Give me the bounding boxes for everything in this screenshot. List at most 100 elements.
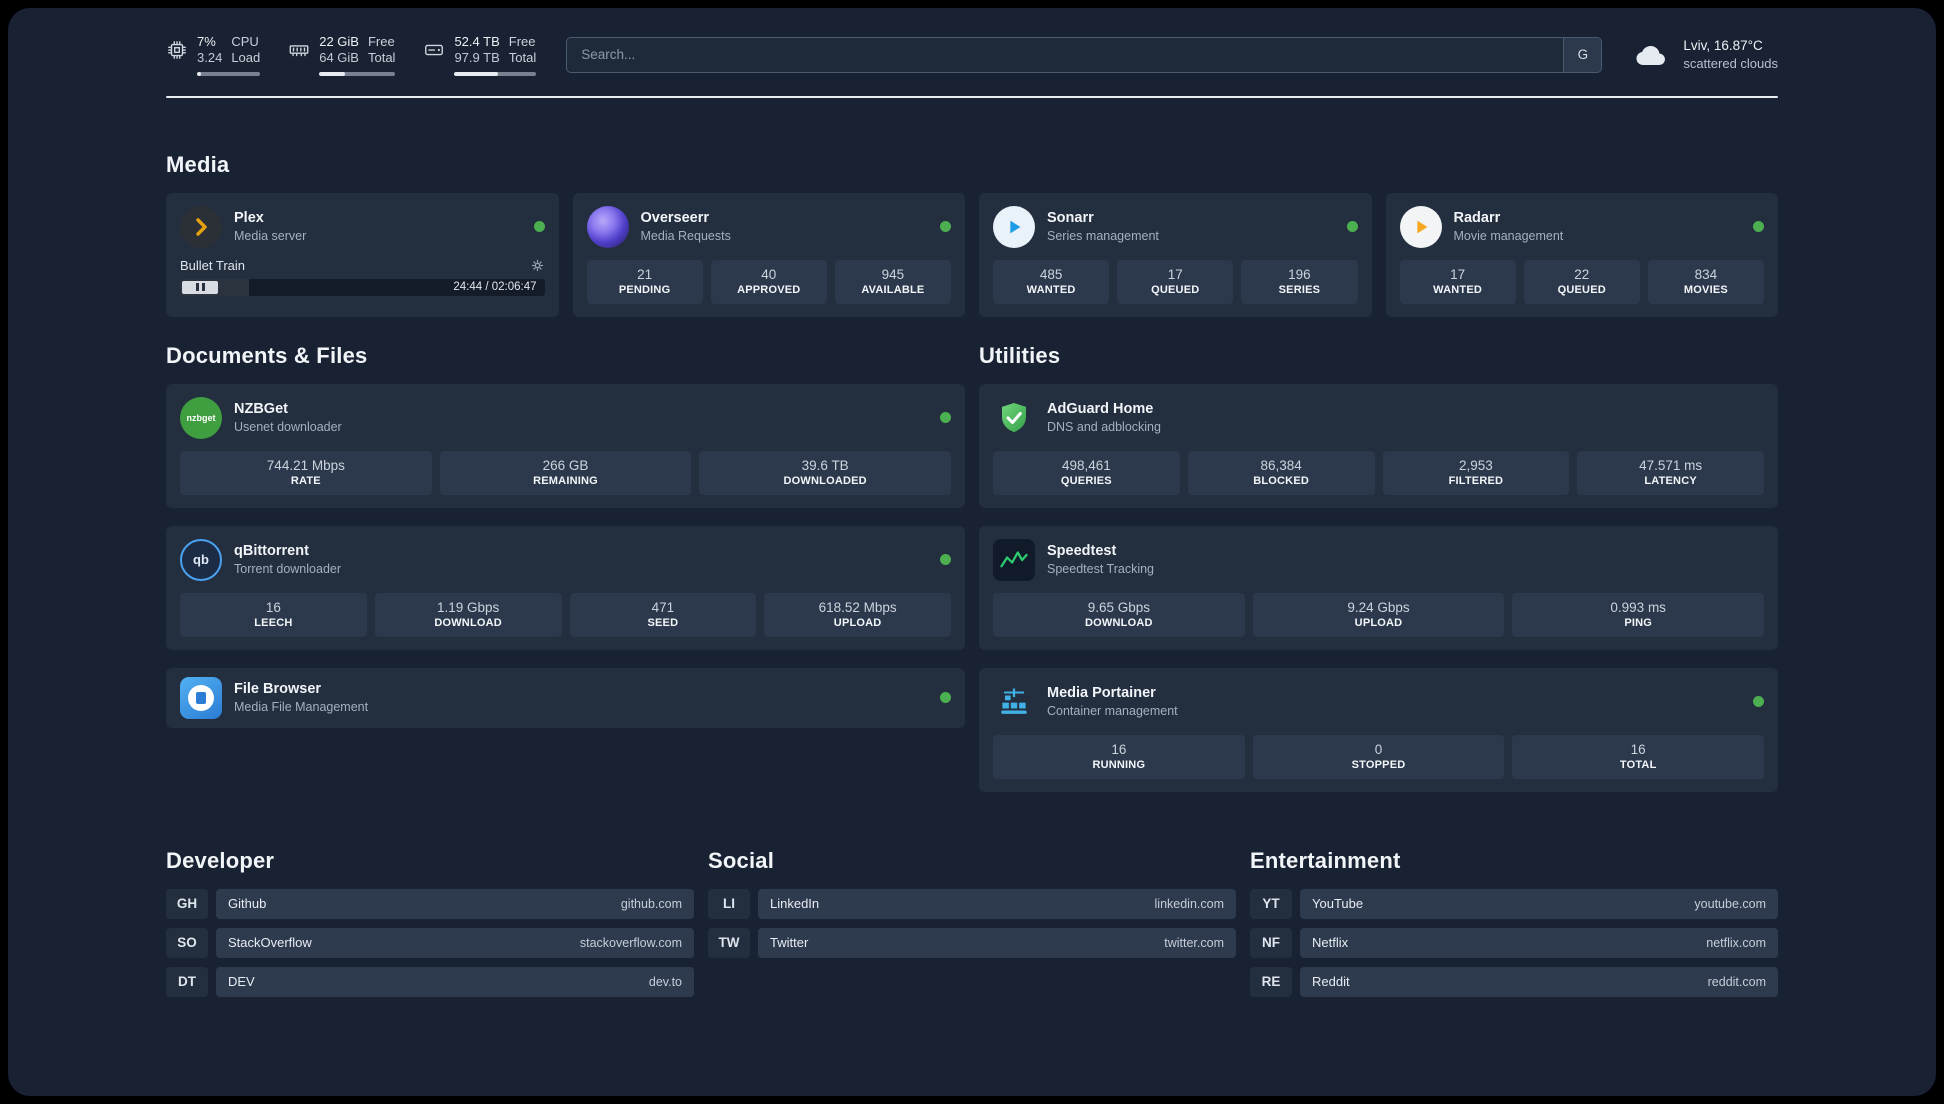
cpu-widget: 7% 3.24 CPU Load [166, 34, 261, 76]
playback-progress-bar[interactable]: 24:44 / 02:06:47 [180, 278, 545, 296]
filebrowser-subtitle: Media File Management [234, 699, 369, 714]
speedtest-card[interactable]: Speedtest Speedtest Tracking 9.65 Gbps D… [979, 525, 1778, 650]
filebrowser-card[interactable]: File Browser Media File Management [166, 667, 965, 728]
overseerr-status-dot [940, 221, 951, 232]
stat-pending: 21 PENDING [586, 259, 703, 304]
disk-widget: 52.4 TB 97.9 TB Free Total [423, 34, 537, 76]
dashboard-panel: 7% 3.24 CPU Load [8, 8, 1936, 1096]
link-twitter[interactable]: TW Twitter twitter.com [708, 927, 1236, 958]
two-column-area: Documents & Files nzbget NZBGet Usenet d… [166, 343, 1778, 792]
filebrowser-icon [180, 676, 222, 719]
now-playing-title: Bullet Train [180, 257, 246, 273]
disk-progress-bar [454, 71, 537, 76]
stat-remaining: 266 GB REMAINING [439, 450, 692, 495]
portainer-name: Media Portainer [1047, 684, 1156, 701]
stat-seed: 471 SEED [569, 592, 757, 637]
filebrowser-status-dot [940, 692, 951, 703]
qbittorrent-card[interactable]: qb qBittorrent Torrent downloader 16 LEE… [166, 525, 965, 650]
link-linkedin[interactable]: LI LinkedIn linkedin.com [708, 888, 1236, 919]
plex-card[interactable]: Plex Media server Bullet Train [166, 192, 559, 317]
section-title-media: Media [166, 151, 230, 177]
radarr-card[interactable]: Radarr Movie management 17 WANTED 22 QUE… [1385, 192, 1778, 317]
gear-icon[interactable] [530, 258, 545, 273]
links-area: Developer GH Github github.com SO StackO… [166, 848, 1778, 997]
plex-name: Plex [234, 209, 264, 226]
cpu-progress-fill [197, 71, 202, 76]
media-grid: Plex Media server Bullet Train [166, 192, 1778, 317]
speedtest-icon [993, 538, 1035, 581]
cpu-progress-bar [197, 71, 261, 76]
search-engine-button[interactable]: G [1563, 37, 1602, 72]
section-title-documents: Documents & Files [166, 342, 368, 368]
sonarr-name: Sonarr [1047, 209, 1094, 226]
qbittorrent-icon: qb [180, 538, 222, 581]
sonarr-card[interactable]: Sonarr Series management 485 WANTED 17 Q… [979, 192, 1372, 317]
netflix-badge: NF [1250, 927, 1292, 958]
entertainment-links: Entertainment YT YouTube youtube.com NF … [1250, 848, 1778, 997]
portainer-card[interactable]: Media Portainer Container management 16 … [979, 667, 1778, 792]
stat-ping: 0.993 ms PING [1512, 592, 1765, 637]
nzbget-name: NZBGet [234, 400, 288, 417]
radarr-name: Radarr [1453, 209, 1501, 226]
adguard-subtitle: DNS and adblocking [1047, 419, 1161, 434]
filebrowser-name: File Browser [234, 680, 322, 697]
stat-upload: 9.24 Gbps UPLOAD [1252, 592, 1505, 637]
stat-rate: 744.21 Mbps RATE [180, 450, 432, 495]
adguard-icon [993, 397, 1035, 439]
ram-free: 22 GiB [319, 34, 359, 49]
sonarr-icon [993, 205, 1035, 248]
pause-button[interactable] [182, 280, 218, 294]
stat-download: 1.19 Gbps DOWNLOAD [374, 592, 562, 637]
dev-badge: DT [166, 966, 208, 997]
nzbget-card[interactable]: nzbget NZBGet Usenet downloader 744.21 M… [166, 383, 965, 508]
radarr-icon [1399, 205, 1442, 248]
radarr-subtitle: Movie management [1453, 228, 1564, 243]
adguard-card[interactable]: AdGuard Home DNS and adblocking 498,461 … [979, 383, 1778, 508]
section-title-utilities: Utilities [979, 342, 1061, 368]
section-title-social: Social [708, 847, 775, 873]
stat-upload: 618.52 Mbps UPLOAD [764, 592, 951, 637]
plex-subtitle: Media server [234, 228, 307, 243]
search-input[interactable] [567, 37, 1564, 72]
cpu-label: CPU [231, 34, 259, 49]
portainer-subtitle: Container management [1047, 703, 1178, 718]
disk-progress-fill [454, 71, 498, 76]
sonarr-subtitle: Series management [1047, 228, 1159, 243]
stat-queued: 22 QUEUED [1523, 259, 1640, 304]
nzbget-icon: nzbget [180, 396, 222, 439]
youtube-badge: YT [1250, 888, 1292, 919]
stat-total: 16 TOTAL [1512, 734, 1765, 779]
qbittorrent-name: qBittorrent [234, 542, 309, 559]
stat-running: 16 RUNNING [993, 734, 1245, 779]
social-links: Social LI LinkedIn linkedin.com TW Twitt… [708, 848, 1236, 958]
link-dev[interactable]: DT DEV dev.to [166, 966, 694, 997]
stackoverflow-badge: SO [166, 927, 208, 958]
link-stackoverflow[interactable]: SO StackOverflow stackoverflow.com [166, 927, 694, 958]
section-title-developer: Developer [166, 847, 275, 873]
overseerr-card[interactable]: Overseerr Media Requests 21 PENDING 40 A… [572, 192, 965, 317]
stat-download: 9.65 Gbps DOWNLOAD [993, 592, 1245, 637]
ram-widget: 22 GiB 64 GiB Free Total [288, 34, 396, 76]
link-reddit[interactable]: RE Reddit reddit.com [1250, 966, 1778, 997]
search-bar[interactable]: G [566, 36, 1603, 73]
adguard-name: AdGuard Home [1047, 400, 1154, 417]
cpu-load-label: Load [231, 50, 261, 66]
weather-condition: scattered clouds [1683, 56, 1778, 72]
stat-series: 196 SERIES [1241, 259, 1358, 304]
portainer-status-dot [1753, 696, 1764, 707]
radarr-status-dot [1753, 221, 1764, 232]
cpu-percent: 7% [197, 34, 216, 49]
section-title-entertainment: Entertainment [1250, 847, 1401, 873]
link-github[interactable]: GH Github github.com [166, 888, 694, 919]
stat-queries: 498,461 QUERIES [993, 450, 1180, 495]
link-netflix[interactable]: NF Netflix netflix.com [1250, 927, 1778, 958]
playback-time: 24:44 / 02:06:47 [453, 281, 537, 293]
overseerr-icon [586, 205, 629, 248]
disk-total-label: Total [508, 50, 537, 66]
disk-free-label: Free [508, 34, 536, 49]
reddit-badge: RE [1250, 966, 1292, 997]
overseerr-subtitle: Media Requests [640, 228, 731, 243]
qbittorrent-status-dot [940, 554, 951, 565]
cpu-icon [166, 39, 188, 61]
link-youtube[interactable]: YT YouTube youtube.com [1250, 888, 1778, 919]
